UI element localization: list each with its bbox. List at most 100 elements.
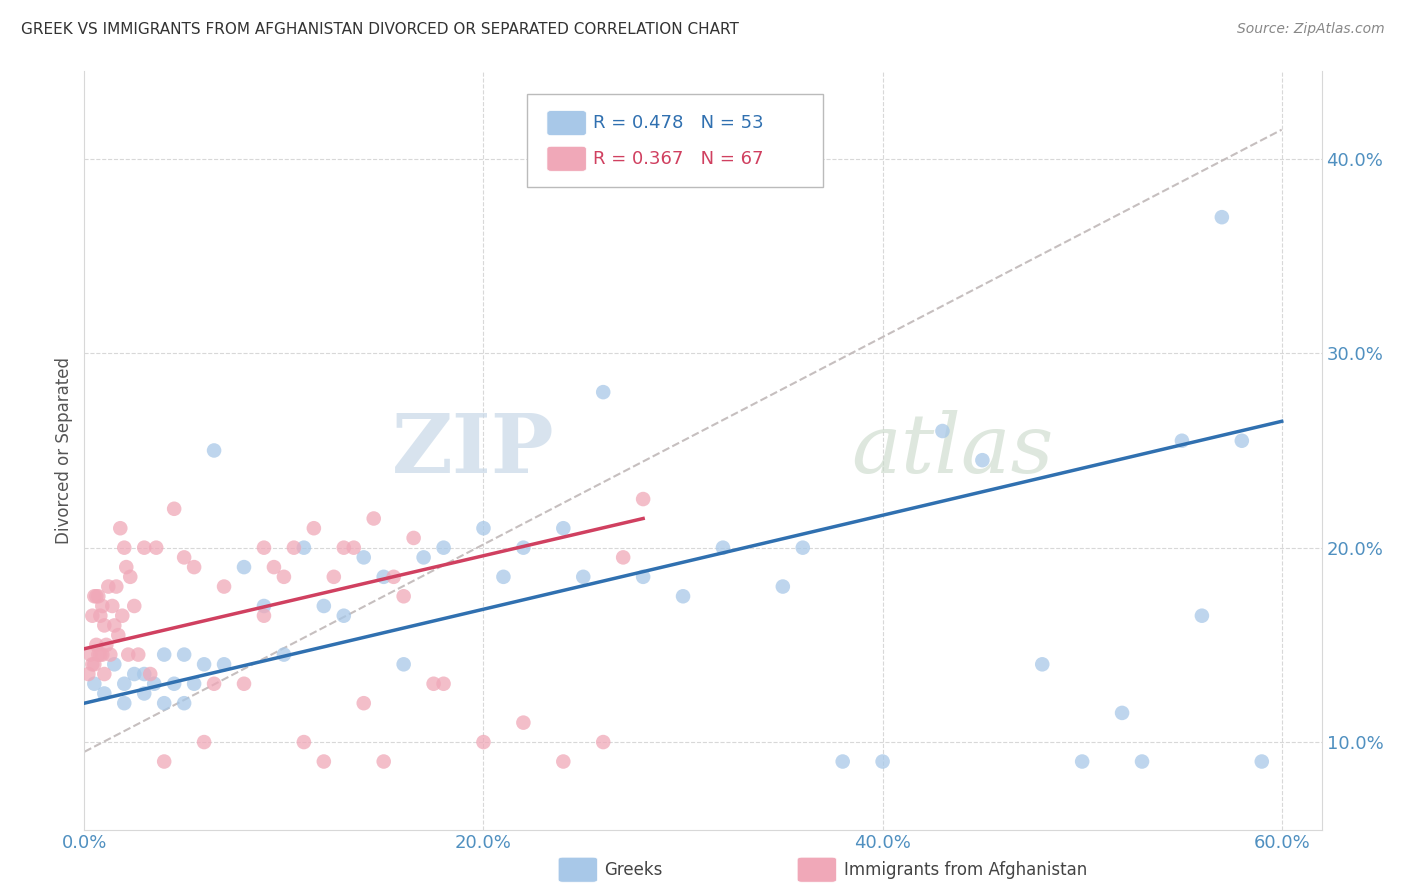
Point	[612, 550, 634, 565]
Point	[91, 648, 114, 662]
Point	[77, 667, 100, 681]
Point	[402, 531, 425, 545]
Point	[672, 589, 695, 603]
Point	[87, 648, 110, 662]
Point	[107, 628, 129, 642]
Point	[512, 541, 534, 555]
Point	[253, 608, 276, 623]
Point	[292, 735, 315, 749]
Text: R = 0.478   N = 53: R = 0.478 N = 53	[593, 114, 763, 132]
Text: Greeks: Greeks	[605, 861, 664, 879]
Point	[382, 570, 405, 584]
Point	[592, 385, 614, 400]
Point	[1191, 608, 1213, 623]
Point	[103, 657, 125, 672]
Point	[110, 521, 132, 535]
Point	[153, 648, 176, 662]
Point	[1250, 755, 1272, 769]
Point	[312, 755, 335, 769]
Point	[472, 735, 495, 749]
Point	[93, 686, 115, 700]
Point	[83, 657, 105, 672]
Point	[145, 541, 167, 555]
Point	[111, 608, 134, 623]
Point	[79, 648, 101, 662]
Point	[283, 541, 305, 555]
Point	[82, 657, 104, 672]
Point	[98, 648, 121, 662]
Point	[134, 667, 156, 681]
Point	[202, 443, 225, 458]
Point	[122, 599, 145, 613]
Point	[193, 735, 215, 749]
Point	[392, 657, 415, 672]
Point	[233, 560, 256, 574]
Point	[153, 755, 176, 769]
Point	[183, 677, 205, 691]
Point	[93, 618, 115, 632]
Point	[139, 667, 162, 681]
Point	[163, 677, 186, 691]
Point	[312, 599, 335, 613]
Point	[82, 608, 104, 623]
Point	[772, 580, 794, 594]
Point	[592, 735, 614, 749]
Point	[373, 570, 395, 584]
Point	[134, 686, 156, 700]
Point	[193, 657, 215, 672]
Point	[831, 755, 853, 769]
Point	[333, 541, 356, 555]
Point	[292, 541, 315, 555]
Point	[263, 560, 285, 574]
Point	[553, 755, 575, 769]
Point	[392, 589, 415, 603]
Point	[112, 696, 135, 710]
Point	[91, 599, 114, 613]
Point	[105, 580, 128, 594]
Point	[153, 696, 176, 710]
Point	[183, 560, 205, 574]
Point	[972, 453, 994, 467]
Point	[432, 541, 454, 555]
Point	[117, 648, 139, 662]
Point	[412, 550, 434, 565]
Point	[273, 648, 295, 662]
Point	[101, 599, 124, 613]
Point	[86, 589, 108, 603]
Point	[163, 501, 186, 516]
Point	[711, 541, 734, 555]
Point	[792, 541, 814, 555]
Point	[472, 521, 495, 535]
Point	[572, 570, 595, 584]
Point	[1111, 706, 1133, 720]
Point	[112, 677, 135, 691]
Point	[631, 570, 654, 584]
Point	[1130, 755, 1153, 769]
Point	[553, 521, 575, 535]
Text: R = 0.367   N = 67: R = 0.367 N = 67	[593, 150, 763, 168]
Point	[1071, 755, 1094, 769]
Point	[143, 677, 166, 691]
Point	[233, 677, 256, 691]
Point	[1211, 210, 1233, 224]
Text: ZIP: ZIP	[392, 410, 554, 491]
Point	[1230, 434, 1253, 448]
Point	[302, 521, 325, 535]
Point	[83, 677, 105, 691]
Point	[134, 541, 156, 555]
Point	[83, 589, 105, 603]
Point	[322, 570, 344, 584]
Point	[212, 657, 235, 672]
Point	[1031, 657, 1053, 672]
Point	[173, 648, 195, 662]
Point	[97, 580, 120, 594]
Y-axis label: Divorced or Separated: Divorced or Separated	[55, 357, 73, 544]
Point	[122, 667, 145, 681]
Point	[87, 589, 110, 603]
Point	[492, 570, 515, 584]
Point	[931, 424, 953, 438]
Point	[120, 570, 142, 584]
Point	[422, 677, 444, 691]
Text: GREEK VS IMMIGRANTS FROM AFGHANISTAN DIVORCED OR SEPARATED CORRELATION CHART: GREEK VS IMMIGRANTS FROM AFGHANISTAN DIV…	[21, 22, 740, 37]
Point	[432, 677, 454, 691]
